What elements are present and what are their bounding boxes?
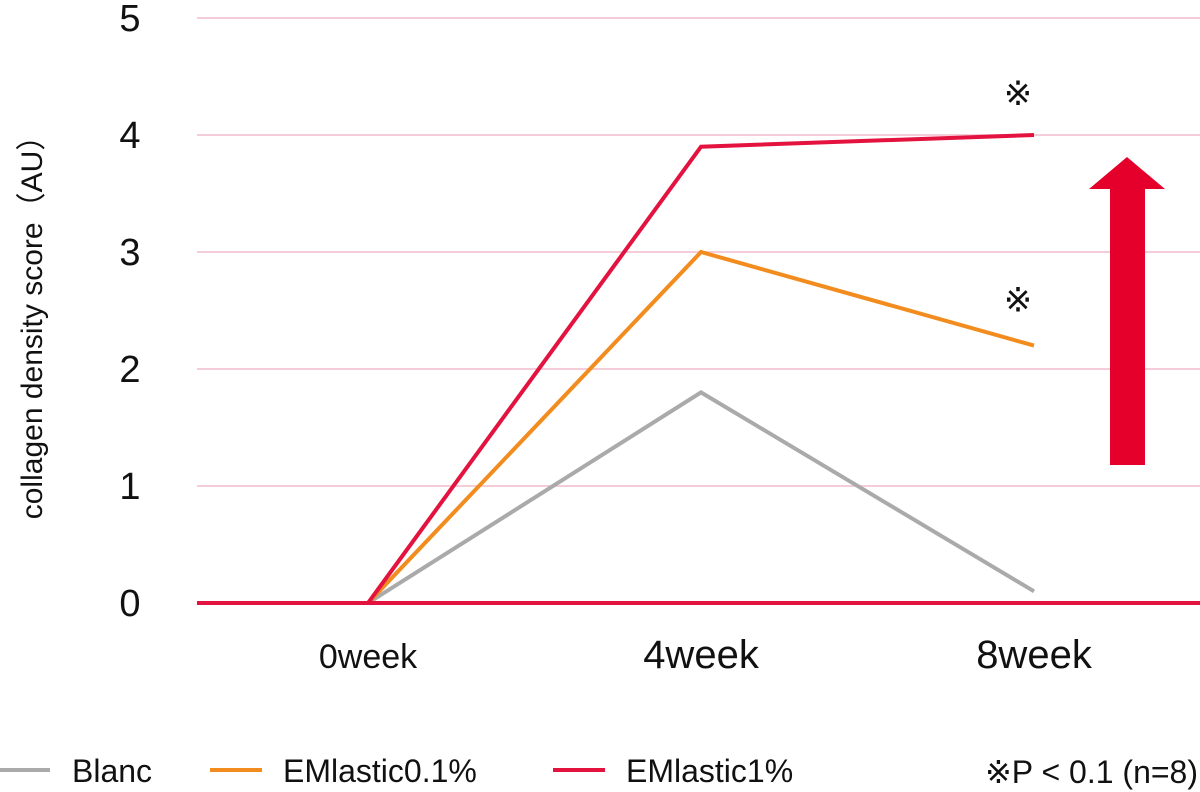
legend-label-emlastic0-1-: EMlastic0.1% <box>283 753 477 789</box>
series-line-emlastic1- <box>366 133 1035 605</box>
up-arrow-shape <box>1089 157 1165 465</box>
y-tick-label-2: 2 <box>119 349 140 391</box>
y-tick-label-4: 4 <box>119 115 140 157</box>
x-tick-label-4week: 4week <box>643 633 760 677</box>
significance-mark-2: ※ <box>1004 281 1033 321</box>
increase-arrow <box>1089 157 1165 465</box>
significance-note: ※P < 0.1 (n=8) <box>985 754 1198 790</box>
series-lines <box>366 133 1036 605</box>
y-tick-label-1: 1 <box>119 466 140 508</box>
legend-label-blanc: Blanc <box>72 753 152 789</box>
series-line-blanc <box>366 390 1036 605</box>
annotations: ※※ <box>1004 74 1033 321</box>
y-tick-labels: 0 1 2 3 4 5 <box>119 0 140 625</box>
y-tick-label-3: 3 <box>119 232 140 274</box>
x-tick-label-8week: 8week <box>976 633 1093 677</box>
x-tick-labels: 0week 4week 8week <box>319 633 1093 677</box>
significance-mark-1: ※ <box>1004 74 1033 114</box>
y-tick-label-5: 5 <box>119 0 140 40</box>
series-line-emlastic0-1- <box>366 249 1035 605</box>
legend-label-emlastic1-: EMlastic1% <box>626 753 793 789</box>
x-tick-label-0week: 0week <box>319 638 418 676</box>
y-axis-label: collagen density score（AU） <box>16 121 49 520</box>
y-tick-label-0: 0 <box>119 583 140 625</box>
legend: Blanc EMlastic0.1% EMlastic1% <box>0 753 793 789</box>
